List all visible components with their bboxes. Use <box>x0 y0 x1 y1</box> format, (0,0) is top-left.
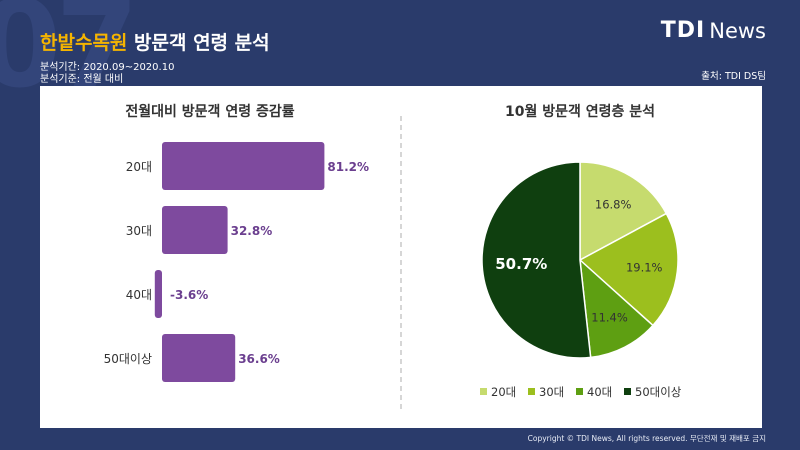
legend-label: 40대 <box>587 385 612 399</box>
analysis-basis: 분석기준: 전월 대비 <box>40 74 124 85</box>
page-title: 한밭수목원 방문객 연령 분석 <box>40 28 270 55</box>
legend-label: 50대이상 <box>635 385 682 399</box>
bar-category-label: 50대이상 <box>104 352 152 366</box>
bar-category-label: 40대 <box>126 288 152 302</box>
pie-value-label: 16.8% <box>595 197 632 211</box>
legend-swatch <box>480 388 487 395</box>
legend-label: 30대 <box>539 385 564 399</box>
pie-slice <box>579 161 668 262</box>
charts-canvas: 전월대비 방문객 연령 증감률 20대 81.2% 30대 32.8% 40대 -3.6%… <box>104 103 682 411</box>
analysis-period: 분석기간: 2020.09~2020.10 <box>40 62 175 73</box>
copyright-notice: Copyright © TDI News, All rights reserve… <box>527 434 766 443</box>
pie-slice <box>578 212 679 327</box>
legend-label: 20대 <box>491 385 516 399</box>
pie-chart-title: 10월 방문객 연령층 분석 <box>505 103 655 120</box>
pie-chart: 16.8% 19.1% 11.4% 50.7% <box>481 161 679 359</box>
tdi-news-logo: TDI News <box>661 18 766 43</box>
pie-legend: 20대 30대 40대 50대이상 <box>480 385 682 399</box>
pie-slice <box>481 161 592 359</box>
legend-swatch <box>528 388 535 395</box>
pie-slice <box>579 258 655 359</box>
bar-category-label: 20대 <box>126 160 152 174</box>
bar <box>162 334 236 382</box>
logo-mark: TDI <box>660 18 706 43</box>
title-place-name: 한밭수목원 <box>40 32 128 54</box>
legend-swatch <box>576 388 583 395</box>
legend-swatch <box>624 388 631 395</box>
logo-text: News <box>709 18 766 43</box>
source-note: 출처: TDI DS팀 <box>701 71 766 82</box>
bar-value-label: 36.6% <box>238 352 280 366</box>
bar <box>154 270 162 318</box>
pie-value-label: 11.4% <box>591 311 628 325</box>
chart-panel: 전월대비 방문객 연령 증감률 20대 81.2% 30대 32.8% 40대 -3.6%… <box>40 86 762 428</box>
pie-value-label: 50.7% <box>495 255 547 273</box>
bar-value-label: -3.6% <box>170 288 208 302</box>
bar <box>162 206 228 254</box>
pie-value-label: 19.1% <box>626 261 663 275</box>
bar-category-label: 30대 <box>126 224 152 238</box>
bar <box>162 142 325 190</box>
bar-value-label: 81.2% <box>327 160 369 174</box>
bar-chart-title: 전월대비 방문객 연령 증감률 <box>125 103 294 120</box>
bar-chart: 20대 81.2% 30대 32.8% 40대 -3.6% 50대이상 36.6% <box>104 142 369 382</box>
bar-value-label: 32.8% <box>231 224 273 238</box>
title-rest: 방문객 연령 분석 <box>127 32 270 54</box>
